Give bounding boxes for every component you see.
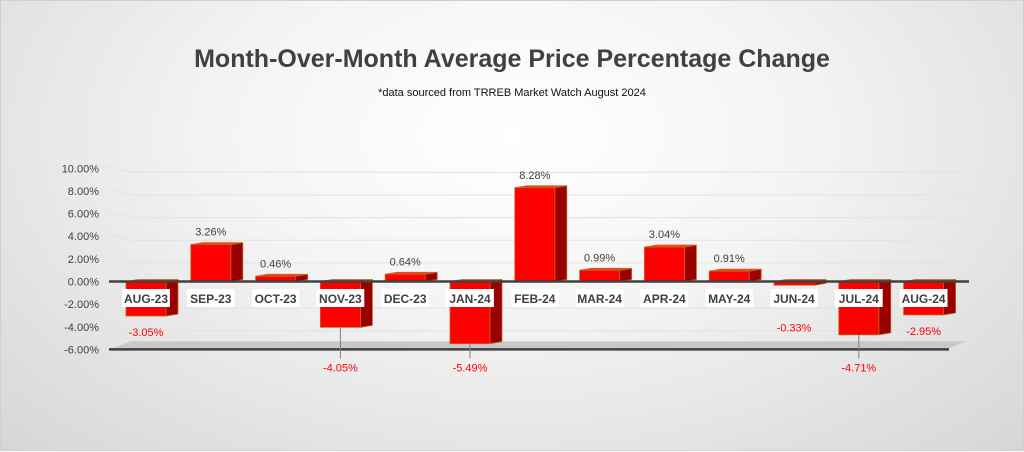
category-label: FEB-24 — [514, 292, 556, 306]
category-label-bg — [381, 289, 430, 307]
y-tick-label: -6.00% — [64, 344, 99, 356]
bar-side — [878, 279, 892, 336]
chart-title: Month-Over-Month Average Price Percentag… — [194, 45, 830, 73]
data-label: -4.05% — [323, 362, 358, 374]
floor-plane — [111, 341, 966, 350]
data-label: 0.64% — [390, 256, 421, 268]
y-tick-label: 6.00% — [68, 209, 99, 221]
y-tick-label: 8.00% — [68, 186, 99, 198]
y-tick-label: 4.00% — [68, 231, 99, 243]
category-label: APR-24 — [643, 292, 686, 306]
category-label: DEC-23 — [384, 292, 427, 306]
data-label: 3.26% — [195, 227, 226, 239]
category-label-bg — [446, 289, 494, 307]
bar-sep-23 — [190, 244, 232, 282]
y-tick-label: 0.00% — [68, 277, 99, 289]
category-label-bg — [575, 289, 624, 307]
category-label: MAR-24 — [577, 292, 622, 306]
gridline — [105, 210, 966, 219]
y-tick-label: -2.00% — [64, 299, 99, 311]
category-label-bg — [316, 289, 365, 307]
category-label-bg — [186, 289, 235, 307]
category-label-bg — [770, 289, 818, 307]
category-label: AUG-23 — [124, 292, 168, 306]
data-label: -2.95% — [906, 326, 941, 338]
data-label: 0.46% — [260, 258, 291, 270]
data-label: -4.71% — [841, 362, 876, 374]
category-label: MAY-24 — [708, 292, 751, 306]
bar-side — [554, 185, 568, 282]
data-label: -3.05% — [129, 327, 164, 339]
category-label-bg — [640, 289, 689, 307]
data-label: 8.28% — [519, 170, 550, 182]
category-label-bg — [705, 289, 754, 307]
y-tick-label: 2.00% — [68, 254, 99, 266]
chart-subtitle: *data sourced from TRREB Market Watch Au… — [378, 87, 646, 99]
category-label: JUN-24 — [773, 292, 815, 306]
category-label: JAN-24 — [449, 292, 491, 306]
data-label: 0.99% — [584, 252, 615, 264]
bar-mar-24 — [579, 269, 620, 282]
bar-may-24 — [708, 270, 750, 282]
category-label: SEP-23 — [190, 292, 232, 306]
category-label-bg — [899, 289, 948, 307]
bar-side — [684, 244, 697, 282]
category-label: JUL-24 — [839, 292, 879, 306]
category-label-bg — [834, 289, 883, 307]
gridline — [105, 323, 966, 332]
y-tick-label: -4.00% — [64, 322, 99, 334]
category-label: AUG-24 — [902, 292, 946, 306]
gridline — [105, 232, 966, 241]
category-label: NOV-23 — [319, 292, 362, 306]
bar-side — [230, 242, 244, 282]
category-label-bg — [251, 289, 300, 307]
bar-feb-24 — [514, 187, 556, 282]
data-label: 3.04% — [649, 229, 680, 241]
bar-apr-24 — [644, 246, 685, 282]
gridline — [105, 164, 966, 173]
gridline — [105, 187, 966, 196]
data-label: -0.33% — [777, 323, 812, 335]
category-label: OCT-23 — [255, 292, 297, 306]
data-label: 0.91% — [714, 253, 745, 265]
category-label-bg — [122, 289, 170, 307]
category-label-bg — [510, 289, 559, 307]
data-label: -5.49% — [453, 362, 488, 374]
y-tick-label: 10.00% — [62, 163, 100, 175]
